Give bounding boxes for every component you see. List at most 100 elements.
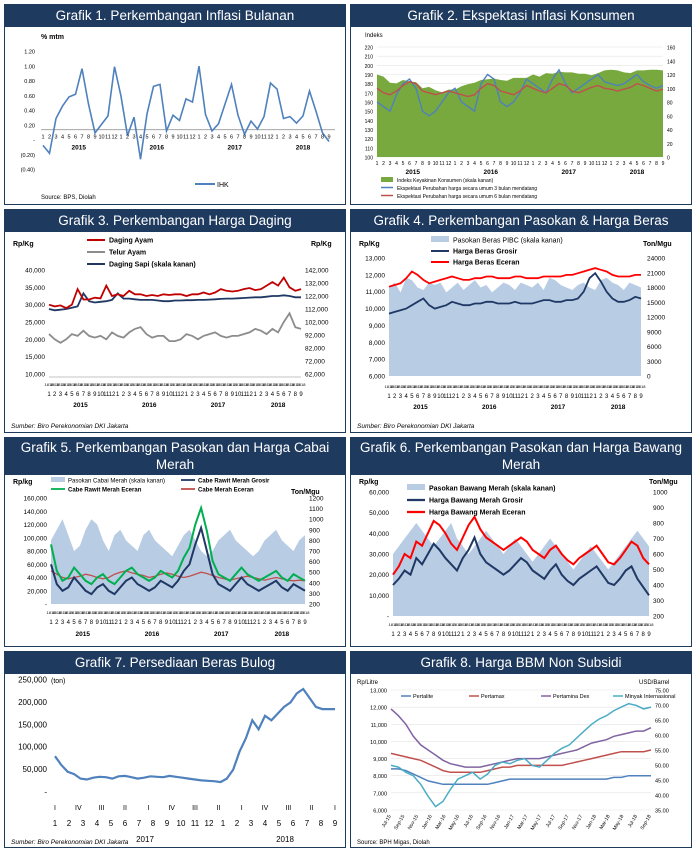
y2-tick-label: 55.00 bbox=[655, 749, 669, 755]
y-tick-label: 7,000 bbox=[373, 791, 387, 797]
x-tick-label: 1818 bbox=[239, 382, 249, 387]
x-tick-label: 9 bbox=[165, 620, 169, 626]
x-tick-label: 1818 bbox=[159, 382, 169, 387]
y2-tick-label: 35.00 bbox=[655, 809, 669, 815]
x-tick-label: 11 bbox=[448, 632, 455, 638]
year-label: 2015 bbox=[406, 169, 421, 176]
x-tick-label: 1818 bbox=[174, 610, 184, 615]
x-tick-label: 3 bbox=[623, 161, 626, 167]
year-label: 2017 bbox=[562, 169, 577, 176]
x-tick-label: 3 bbox=[269, 620, 273, 626]
y-tick-label: 100 bbox=[365, 156, 374, 162]
x-tick-label: 3 bbox=[545, 161, 548, 167]
x-tick-label: 2 bbox=[48, 135, 51, 141]
x-tick-label: 4 bbox=[205, 620, 209, 626]
legend-label: Daging Ayam bbox=[109, 238, 153, 245]
x-tick-label: 1 bbox=[601, 632, 605, 638]
y2-tick-label: 122,000 bbox=[305, 294, 329, 301]
x-tick-label: 8 bbox=[225, 392, 229, 398]
x-tick-label: 1818 bbox=[528, 384, 538, 389]
y2-tick-label: 800 bbox=[653, 521, 664, 528]
x-tick-label: 1818 bbox=[423, 622, 433, 627]
x-tick-label: 1818 bbox=[58, 610, 68, 615]
x-tick-label: 4 bbox=[271, 392, 275, 398]
x-tick-label: 9 bbox=[231, 392, 235, 398]
y-tick-label: 120,000 bbox=[24, 522, 48, 529]
y2-tick-label: 20 bbox=[667, 142, 673, 148]
y2-tick-label: 65.00 bbox=[655, 719, 669, 725]
y-tick-label: 8,000 bbox=[373, 774, 387, 780]
x-tick-label: 4 bbox=[618, 632, 622, 638]
series-line-bbm-3 bbox=[390, 702, 652, 808]
x-tick-label: 1818 bbox=[568, 384, 578, 389]
x-tick-label: 7 bbox=[628, 394, 632, 400]
x-tick-label: 2 bbox=[235, 819, 240, 828]
x-tick-label: 5 bbox=[616, 394, 620, 400]
x-tick-label: 9 bbox=[508, 632, 512, 638]
y-tick-label: 140 bbox=[365, 119, 374, 125]
x-tick-label: Nov-17 bbox=[571, 814, 584, 831]
legend-label: Harga Bawang Merah Eceran bbox=[429, 510, 525, 517]
x-tick-label: 9 bbox=[234, 620, 238, 626]
x-tick-label: Jan-17 bbox=[503, 814, 516, 830]
x-tick-label: 1 bbox=[456, 394, 460, 400]
x-tick-label: 10 bbox=[176, 135, 182, 141]
x-tick-label: 4 bbox=[548, 632, 552, 638]
x-tick-label: 1818 bbox=[470, 384, 480, 389]
x-tick-label: 1818 bbox=[488, 384, 498, 389]
x-tick-label: 1818 bbox=[214, 610, 224, 615]
x-tick-label: 10 bbox=[254, 135, 260, 141]
x-tick-label: 1818 bbox=[245, 382, 255, 387]
x-tick-label: 7 bbox=[288, 392, 292, 398]
x-tick-label: 1818 bbox=[228, 382, 238, 387]
x-tick-label: 4 bbox=[473, 394, 477, 400]
year-label: 2018 bbox=[296, 145, 311, 152]
chart-title: Grafik 8. Harga BBM Non Subsidi bbox=[351, 652, 691, 674]
y-tick-label: 200 bbox=[365, 64, 374, 70]
y2-tick-label: 0 bbox=[667, 156, 670, 162]
x-tick-label: 12 bbox=[109, 392, 116, 398]
x-tick-label: 1818 bbox=[64, 610, 74, 615]
x-tick-label: 1818 bbox=[581, 622, 591, 627]
x-tick-label: 10 bbox=[235, 392, 242, 398]
x-tick-label: 1818 bbox=[615, 622, 625, 627]
x-tick-label: 1818 bbox=[608, 384, 618, 389]
x-tick-label: 5 bbox=[554, 632, 558, 638]
x-tick-label: Sep-16 bbox=[475, 814, 488, 831]
x-tick-label: 8 bbox=[577, 161, 580, 167]
x-tick-label: 10 bbox=[177, 819, 186, 828]
x-tick-label: 6 bbox=[308, 135, 311, 141]
y2-tick-label: 200 bbox=[309, 602, 320, 609]
x-tick-label: 1818 bbox=[458, 622, 468, 627]
x-tick-label: 1818 bbox=[185, 610, 195, 615]
x-tick-label: 10 bbox=[582, 632, 589, 638]
x-tick-label: 1818 bbox=[266, 610, 276, 615]
x-tick-label: 8 bbox=[90, 620, 94, 626]
x-tick-label: 8 bbox=[151, 819, 156, 828]
x-tick-label: 4 bbox=[395, 161, 398, 167]
year-label: 2018 bbox=[275, 631, 290, 638]
year-label: 2018 bbox=[276, 835, 294, 844]
panel-inflasi-bulanan: Grafik 1. Perkembangan Inflasi Bulanan %… bbox=[4, 4, 346, 205]
y2-tick-label: 21000 bbox=[647, 270, 665, 277]
series-line-3bulan bbox=[376, 68, 664, 117]
year-label: 2016 bbox=[150, 145, 165, 152]
series-line-grosir bbox=[392, 534, 650, 596]
x-tick-label: 4 bbox=[217, 135, 220, 141]
x-tick-label: 12 bbox=[111, 620, 118, 626]
legend-swatch bbox=[407, 484, 425, 490]
x-tick-label: 1818 bbox=[272, 610, 282, 615]
y-tick-label: 80,000 bbox=[27, 549, 47, 556]
x-tick-label: 1818 bbox=[493, 384, 503, 389]
x-tick-label: Sep-17 bbox=[557, 814, 570, 831]
x-tick-label: 1818 bbox=[85, 382, 95, 387]
x-tick-label: 6 bbox=[76, 392, 80, 398]
x-tick-label: 12 bbox=[523, 632, 530, 638]
year-label: 2018 bbox=[630, 169, 645, 176]
x-tick-label: 1818 bbox=[234, 382, 244, 387]
x-tick-label: 1818 bbox=[108, 382, 118, 387]
series-line-telur bbox=[48, 311, 302, 344]
y-axis-unit: Rp/kg bbox=[13, 479, 32, 486]
x-tick-label: 1 bbox=[531, 632, 535, 638]
x-tick-label: 3 bbox=[249, 819, 254, 828]
